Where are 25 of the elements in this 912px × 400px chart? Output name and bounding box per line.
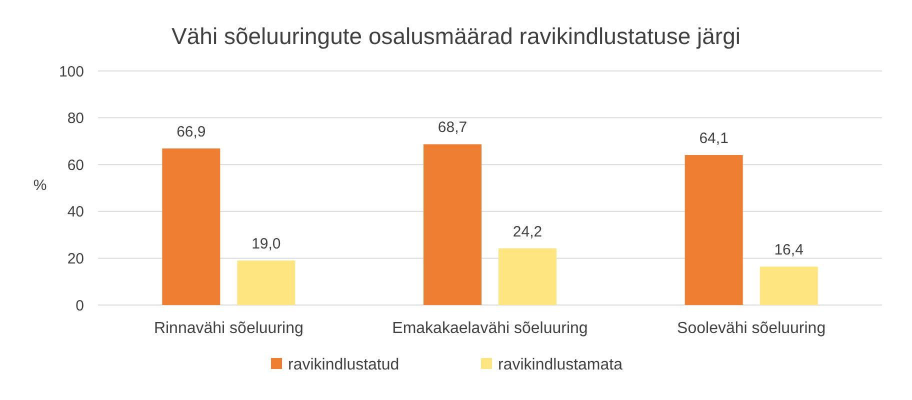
y-tick-label: 80 (67, 110, 84, 128)
y-tick-label: 0 (76, 297, 84, 314)
y-axis-title: % (33, 177, 47, 194)
data-label: 68,7 (438, 119, 468, 136)
data-label: 19,0 (252, 236, 281, 253)
y-tick-label: 40 (67, 204, 84, 221)
chart-title: Vähi sõeluuringute osalusmäärad ravikindlustatuse järgi (172, 23, 740, 49)
bar (237, 260, 296, 305)
data-label: 16,4 (774, 242, 804, 259)
bar (498, 248, 556, 305)
x-tick-label: Rinnavähi sõeluuring (154, 320, 304, 337)
y-tick-label: 20 (67, 250, 84, 268)
legend-label: ravikindlustatud (288, 356, 400, 374)
y-tick-label: 100 (58, 63, 84, 80)
legend-label: ravikindlustamata (498, 356, 623, 374)
x-tick-label: Soolevähi sõeluuring (677, 320, 826, 337)
y-tick-label: 60 (67, 156, 84, 174)
bar (684, 155, 743, 305)
x-tick-label: Emakakaelavähi sõeluuring (392, 320, 588, 337)
bar (162, 148, 220, 305)
bar (424, 144, 482, 305)
data-label: 24,2 (512, 223, 542, 240)
data-label: 66,9 (176, 123, 206, 140)
data-label: 64,1 (699, 130, 728, 148)
bar (760, 266, 818, 305)
